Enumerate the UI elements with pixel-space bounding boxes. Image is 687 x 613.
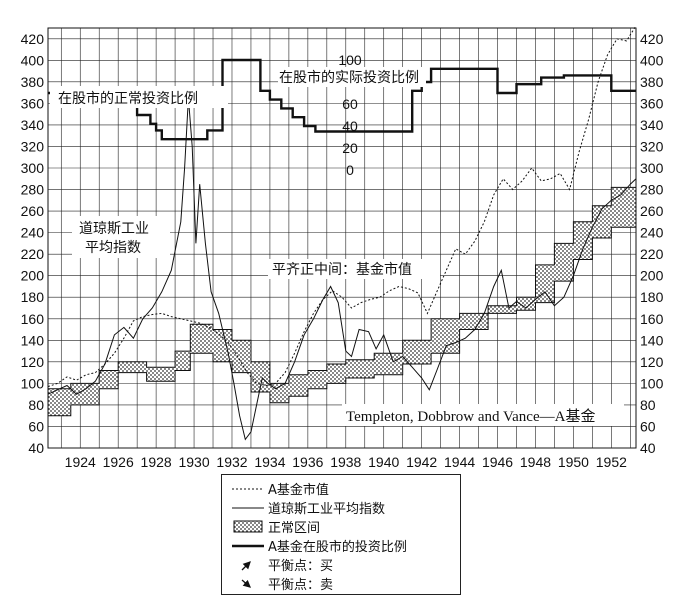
y-left-tick-label: 240 bbox=[21, 225, 45, 241]
y-inner-tick-label: 20 bbox=[342, 140, 358, 156]
y-right-tick-label: 240 bbox=[640, 225, 664, 241]
y-left-tick-label: 160 bbox=[21, 311, 45, 327]
normal-range-band bbox=[47, 186, 637, 417]
legend: A基金市值 道琼斯工业平均指数 正常区间 A基金在股市的投资比例 平衡点：买 平… bbox=[221, 474, 461, 595]
y-left-tick-label: 200 bbox=[21, 268, 45, 284]
y-right-tick-label: 220 bbox=[640, 246, 664, 262]
x-tick-label: 1930 bbox=[178, 454, 209, 470]
y-right-tick-label: 300 bbox=[640, 160, 664, 176]
y-left-tick-label: 180 bbox=[21, 289, 45, 305]
x-tick-label: 1944 bbox=[444, 454, 475, 470]
series-group bbox=[47, 25, 637, 441]
y-left-tick-label: 220 bbox=[21, 246, 45, 262]
y-left-tick-label: 40 bbox=[28, 440, 44, 456]
normal-range-area bbox=[47, 186, 637, 417]
y-left-tick-label: 340 bbox=[21, 117, 45, 133]
y-left-tick-label: 140 bbox=[21, 332, 45, 348]
allocation-step-line bbox=[48, 58, 636, 141]
y-right-tick-label: 260 bbox=[640, 203, 664, 219]
legend-item-sell-point: 平衡点：卖 bbox=[222, 573, 460, 593]
y-right-tick-label: 140 bbox=[640, 332, 664, 348]
annotation-bg bbox=[72, 216, 170, 258]
annotation-normal-allocation: 在股市的正常投资比例 bbox=[58, 90, 198, 107]
y-left-tick-label: 400 bbox=[21, 52, 45, 68]
y-right-tick-label: 280 bbox=[640, 182, 664, 198]
x-tick-label: 1928 bbox=[141, 454, 172, 470]
y-left-tick-label: 280 bbox=[21, 182, 45, 198]
x-tick-label: 1932 bbox=[216, 454, 247, 470]
y-left-tick-label: 420 bbox=[21, 31, 45, 47]
annotation-fund-name: Templeton, Dobbrow and Vance—A基金 bbox=[346, 408, 595, 425]
y-left-tick-label: 60 bbox=[28, 418, 44, 434]
axes: 4060801001201401601802002202402602803003… bbox=[21, 31, 664, 470]
legend-item-normal-range: 正常区间 bbox=[222, 516, 460, 536]
y-right-tick-label: 360 bbox=[640, 95, 664, 111]
annotation-bg bbox=[268, 259, 440, 279]
dashed-line-icon bbox=[232, 488, 264, 490]
y-inner-tick-label: 40 bbox=[342, 118, 358, 134]
legend-item-allocation: A基金在股市的投资比例 bbox=[222, 535, 460, 555]
x-tick-label: 1924 bbox=[65, 454, 96, 470]
y-right-tick-label: 160 bbox=[640, 311, 664, 327]
legend-label: 平衡点：买 bbox=[268, 559, 334, 574]
y-left-tick-label: 120 bbox=[21, 354, 45, 370]
x-tick-label: 1940 bbox=[368, 454, 399, 470]
x-tick-label: 1926 bbox=[103, 454, 134, 470]
y-right-tick-label: 340 bbox=[640, 117, 664, 133]
solid-line-icon bbox=[232, 507, 264, 509]
y-right-tick-label: 320 bbox=[640, 138, 664, 154]
annotation-bg bbox=[342, 404, 624, 426]
y-left-tick-label: 380 bbox=[21, 74, 45, 90]
legend-label: A基金在股市的投资比例 bbox=[268, 540, 407, 555]
annotation-bg bbox=[50, 86, 228, 108]
bold-line-icon bbox=[232, 544, 264, 548]
y-right-tick-label: 120 bbox=[640, 354, 664, 370]
x-tick-label: 1950 bbox=[558, 454, 589, 470]
y-right-tick-label: 200 bbox=[640, 268, 664, 284]
y-left-tick-label: 360 bbox=[21, 95, 45, 111]
legend-label: A基金市值 bbox=[268, 483, 329, 498]
arrow-down-right-icon bbox=[241, 579, 251, 588]
y-inner-tick-label: 100 bbox=[338, 52, 362, 68]
annotation-bg bbox=[278, 67, 426, 87]
x-tick-label: 1948 bbox=[520, 454, 551, 470]
y-right-tick-label: 100 bbox=[640, 375, 664, 391]
y-right-tick-label: 40 bbox=[640, 440, 656, 456]
x-tick-label: 1938 bbox=[330, 454, 361, 470]
x-tick-label: 1934 bbox=[254, 454, 285, 470]
dotted-box-icon bbox=[233, 520, 263, 533]
x-tick-label: 1936 bbox=[292, 454, 323, 470]
annotation-dow-line1: 道琼斯工业 bbox=[79, 221, 149, 237]
y-left-tick-label: 80 bbox=[28, 397, 44, 413]
y-left-tick-label: 260 bbox=[21, 203, 45, 219]
y-right-tick-label: 180 bbox=[640, 289, 664, 305]
annotations: 在股市的正常投资比例 在股市的实际投资比例 道琼斯工业 平均指数 平齐正中间：基… bbox=[50, 67, 624, 426]
legend-label: 正常区间 bbox=[268, 521, 321, 536]
legend-label: 平衡点：卖 bbox=[268, 578, 334, 593]
y-right-tick-label: 420 bbox=[640, 31, 664, 47]
chart-svg: 4060801001201401601802002202402602803003… bbox=[21, 25, 664, 470]
y-right-tick-label: 60 bbox=[640, 418, 656, 434]
y-left-tick-label: 320 bbox=[21, 138, 45, 154]
x-tick-label: 1946 bbox=[482, 454, 513, 470]
y-inner-tick-label: 0 bbox=[346, 162, 354, 178]
legend-item-dow: 道琼斯工业平均指数 bbox=[222, 497, 460, 517]
arrow-up-right-icon bbox=[241, 561, 251, 571]
y-right-tick-label: 380 bbox=[640, 74, 664, 90]
x-tick-label: 1952 bbox=[596, 454, 627, 470]
x-tick-label: 1942 bbox=[406, 454, 437, 470]
y-right-tick-label: 400 bbox=[640, 52, 664, 68]
legend-item-buy-point: 平衡点：买 bbox=[222, 554, 460, 574]
y-left-tick-label: 300 bbox=[21, 160, 45, 176]
y-right-tick-label: 80 bbox=[640, 397, 656, 413]
y-left-tick-label: 100 bbox=[21, 375, 45, 391]
fund-value-line bbox=[47, 25, 637, 388]
annotation-fund-value: 平齐正中间：基金市值 bbox=[272, 261, 412, 278]
y-inner-tick-label: 60 bbox=[342, 96, 358, 112]
annotation-actual-allocation: 在股市的实际投资比例 bbox=[279, 69, 419, 86]
legend-label: 道琼斯工业平均指数 bbox=[268, 502, 386, 517]
dow-jones-line bbox=[47, 97, 637, 441]
legend-item-fund-value: A基金市值 bbox=[222, 478, 460, 498]
annotation-dow-line2: 平均指数 bbox=[85, 240, 141, 256]
